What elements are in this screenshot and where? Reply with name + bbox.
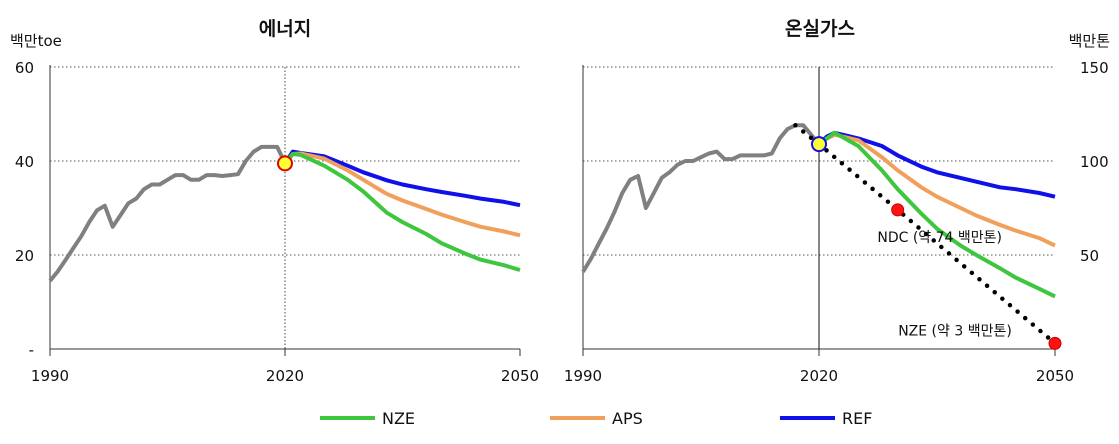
- y-tick-label: 50: [1080, 247, 1099, 265]
- x-tick-label: 2050: [1036, 367, 1074, 385]
- target-label: NZE (약 3 백만톤): [898, 323, 1012, 339]
- legend-item-ref: REF: [780, 409, 872, 428]
- series-line-aps: [283, 151, 521, 238]
- x-tick-label: 2020: [266, 367, 304, 385]
- y-tick-label: -: [29, 341, 34, 359]
- series-line-nze: [283, 152, 521, 272]
- target-pathway-line: [793, 123, 1058, 346]
- series-line-history: [48, 144, 287, 283]
- legend-item-nze: NZE: [320, 409, 415, 428]
- y-tick-label: 40: [15, 153, 34, 171]
- y-tick-label: 100: [1080, 153, 1109, 171]
- legend-label: REF: [842, 409, 872, 428]
- y-axis-unit: 백만톤: [1069, 32, 1110, 50]
- legend-item-aps: APS: [550, 409, 643, 428]
- chart-title: 에너지: [259, 18, 311, 40]
- y-tick-label: 60: [15, 59, 34, 77]
- target-point: [891, 203, 905, 217]
- target-point: [1048, 336, 1062, 350]
- y-tick-label: 20: [15, 247, 34, 265]
- series-line-nze: [817, 130, 1056, 299]
- y-axis-unit: 백만toe: [10, 32, 62, 50]
- legend-label: NZE: [382, 409, 415, 428]
- series-line-history: [581, 123, 821, 273]
- reference-point-marker: [811, 136, 827, 153]
- x-tick-label: 1990: [31, 367, 69, 385]
- legend: NZE APS REF: [320, 409, 872, 428]
- x-tick-label: 2050: [501, 367, 539, 385]
- reference-point-marker: [277, 155, 293, 172]
- y-tick-label: 150: [1080, 59, 1109, 77]
- x-tick-label: 2020: [800, 367, 838, 385]
- chart-title: 온실가스: [785, 18, 855, 40]
- target-label: NDC (약 74 백만톤): [877, 230, 1002, 246]
- legend-label: APS: [612, 409, 643, 428]
- x-tick-label: 1990: [564, 367, 602, 385]
